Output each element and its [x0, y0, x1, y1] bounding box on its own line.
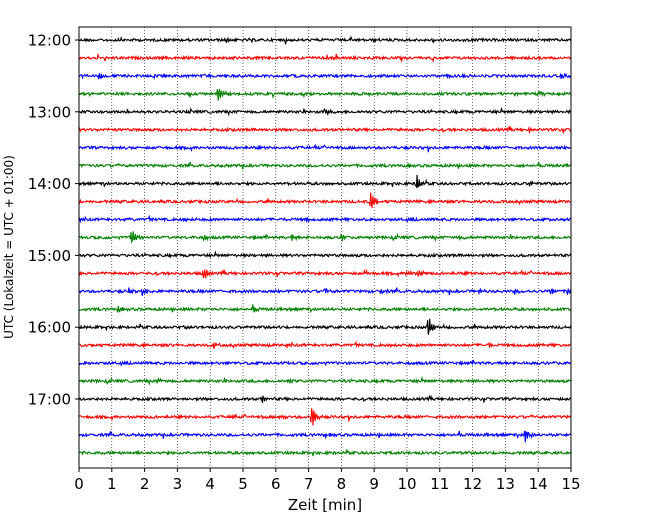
y-tick-label-4: 16:00	[28, 319, 71, 337]
trace-1245	[78, 88, 572, 101]
trace-1645	[78, 375, 572, 386]
trace-1515	[78, 268, 572, 279]
x-tick-label-0: 0	[74, 475, 84, 493]
x-tick-label-11: 11	[430, 475, 449, 493]
trace-1730	[78, 430, 572, 443]
trace-1545	[78, 304, 572, 314]
x-tick-label-14: 14	[529, 475, 548, 493]
trace-1300	[78, 106, 572, 117]
x-tick-label-3: 3	[173, 475, 183, 493]
y-tick-label-0: 12:00	[28, 32, 71, 50]
trace-1315	[78, 125, 572, 134]
x-axis-ticks: 0 1 2 3 4 5 6 7 8 9 10 11 12 13 14 15	[74, 468, 581, 493]
x-axis-label: Zeit [min]	[288, 496, 362, 514]
trace-1215	[78, 53, 572, 64]
x-tick-label-2: 2	[140, 475, 150, 493]
y-tick-label-1: 13:00	[28, 103, 71, 121]
x-tick-label-12: 12	[463, 475, 482, 493]
x-tick-label-4: 4	[205, 475, 215, 493]
trace-rows	[78, 35, 572, 457]
trace-1330	[78, 143, 572, 153]
trace-1600	[78, 318, 572, 335]
trace-1200	[78, 35, 572, 45]
trace-1345	[78, 161, 572, 170]
trace-1630	[78, 359, 572, 367]
x-tick-label-1: 1	[107, 475, 117, 493]
trace-1400	[78, 174, 572, 189]
x-tick-label-10: 10	[397, 475, 416, 493]
y-tick-label-3: 15:00	[28, 247, 71, 265]
trace-1415	[78, 192, 572, 209]
trace-1715	[78, 408, 572, 426]
trace-1700	[78, 394, 572, 404]
trace-1500	[78, 250, 572, 259]
trace-1230	[78, 72, 572, 80]
y-axis-label: UTC (Lokalzeit = UTC + 01:00)	[2, 155, 16, 339]
x-tick-label-8: 8	[337, 475, 347, 493]
y-axis-ticks: 12:00 13:00 14:00 15:00 16:00 17:00	[28, 32, 79, 409]
trace-1745	[78, 449, 572, 457]
x-tick-label-7: 7	[304, 475, 314, 493]
x-tick-label-15: 15	[561, 475, 580, 493]
x-tick-label-9: 9	[369, 475, 379, 493]
y-tick-label-2: 14:00	[28, 175, 71, 193]
plot-area-frame	[78, 26, 572, 469]
trace-1445	[78, 231, 572, 244]
trace-1615	[78, 340, 572, 350]
trace-1430	[78, 214, 572, 224]
x-tick-label-6: 6	[271, 475, 281, 493]
trace-1530	[78, 287, 572, 296]
y-tick-label-5: 17:00	[28, 391, 71, 409]
x-tick-label-5: 5	[238, 475, 248, 493]
x-tick-label-13: 13	[496, 475, 515, 493]
